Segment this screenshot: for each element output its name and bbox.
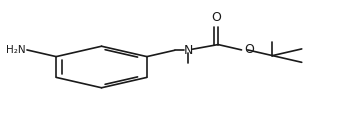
- Text: O: O: [211, 11, 221, 24]
- Text: N: N: [184, 44, 193, 57]
- Text: H₂N: H₂N: [6, 45, 25, 55]
- Text: O: O: [244, 43, 254, 56]
